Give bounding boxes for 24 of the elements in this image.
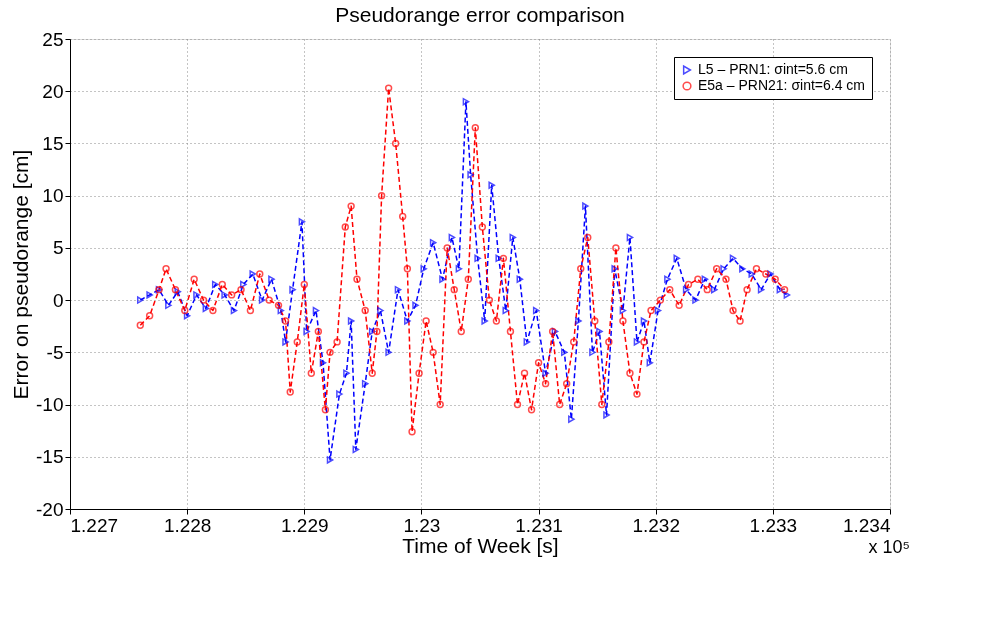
y-tick-label: 25	[42, 28, 64, 50]
y-tick-label: 0	[52, 289, 64, 311]
y-tick-label: -15	[36, 446, 64, 468]
x-axis-title: Time of Week [s]	[402, 533, 559, 557]
y-tick-label: -5	[46, 341, 64, 363]
y-tick-label: -10	[36, 394, 64, 416]
y-tick-label: 5	[52, 237, 64, 259]
x-tick-label: 1.233	[749, 514, 798, 536]
x-tick-label: 1.228	[163, 514, 212, 536]
text: x 10⁵	[868, 537, 910, 557]
y-axis-title: Error on pseudorange [cm]	[9, 149, 33, 400]
x-tick-label: 1.229	[281, 514, 329, 536]
chart-title: Pseudorange error comparison	[335, 3, 625, 26]
x-tick-label: 1.231	[515, 514, 563, 536]
y-tick-label: 20	[42, 80, 64, 102]
y-tick-label: -20	[36, 498, 64, 520]
legend-label: L5 – PRN1: σint=5.6 cm	[698, 61, 848, 77]
legend-label: E5a – PRN21: σint=6.4 cm	[698, 77, 866, 93]
x-tick-label: 1.23	[403, 514, 441, 536]
x-tick-label: 1.227	[70, 514, 119, 536]
y-tick-label: 15	[42, 132, 64, 154]
y-tick-label: 10	[42, 185, 64, 207]
x-tick-label: 1.234	[842, 514, 891, 536]
x-tick-label: 1.232	[632, 514, 680, 536]
